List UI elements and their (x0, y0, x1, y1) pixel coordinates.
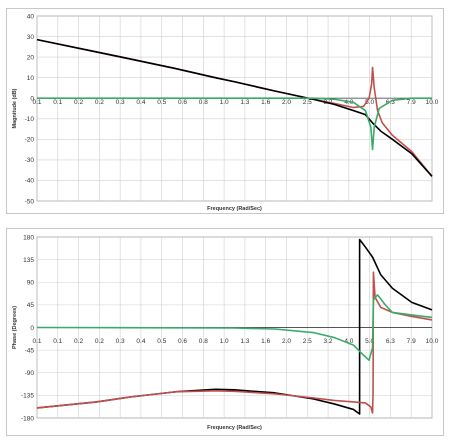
y-tick-label: -180 (21, 415, 34, 422)
y-tick-label: -45 (25, 347, 35, 354)
y-tick-label: -20 (25, 137, 35, 144)
x-tick-label: 0.3 (116, 338, 125, 345)
y-tick-label: -135 (21, 393, 34, 400)
x-tick-label: 5.0 (365, 99, 374, 106)
magnitude-chart: 40 30 20 10 0 -10 -20 -30 -40 -50 0.1 0.1 0.2 0.2 0.3 0… (12, 13, 439, 212)
x-tick-label: 0.1 (53, 338, 62, 345)
x-tick-label: 1.6 (261, 338, 270, 345)
x-tick-label: 0.5 (157, 99, 166, 106)
x-tick-label: 0.4 (136, 338, 145, 345)
x-tick-label: 0.2 (74, 338, 83, 345)
x-tick-label: 4.0 (344, 99, 353, 106)
x-tick-label: 3.2 (324, 338, 333, 345)
x-tick-label: 2.5 (303, 99, 312, 106)
x-tick-label: 2.0 (282, 99, 291, 106)
magnitude-plot-panel: 40 30 20 10 0 -10 -20 -30 -40 -50 0.1 0.1 0.2 0.2 0.3 0… (6, 8, 444, 214)
x-tick-label: 5.0 (365, 338, 374, 345)
y-tick-label: 0 (30, 325, 34, 332)
x-tick-label: 0.2 (95, 99, 104, 106)
y-tick-label: 40 (27, 13, 35, 20)
x-tick-label: 0.6 (178, 338, 187, 345)
y-tick-label: 0 (30, 96, 34, 103)
x-tick-label: 0.1 (32, 338, 41, 345)
y-tick-label: -50 (25, 198, 35, 205)
x-tick-label: 0.6 (178, 99, 187, 106)
x-tick-label: 10.0 (426, 99, 439, 106)
y-tick-label: 135 (23, 257, 34, 264)
series-line-2 (36, 38, 433, 177)
series-line-3 (36, 294, 433, 361)
phase-chart: 180 135 90 45 0 -45 -90 -135 -180 0.1 0.1 0.2 0.2 0.3… (12, 234, 439, 431)
x-tick-label: 10.0 (426, 338, 439, 345)
x-tick-label: 0.1 (53, 99, 62, 106)
x-tick-label: 6.3 (386, 338, 395, 345)
x-tick-label: 1.3 (240, 99, 249, 106)
series-line-1 (36, 38, 433, 177)
x-tick-label: 0.4 (136, 99, 145, 106)
x-tick-label: 7.9 (407, 99, 416, 106)
x-tick-label: 1.0 (220, 338, 229, 345)
x-tick-label: 1.6 (261, 99, 270, 106)
y-tick-label: 20 (27, 54, 35, 61)
y-tick-label: 180 (23, 234, 34, 241)
x-tick-label: 0.8 (199, 338, 208, 345)
y-axis-title: Phase (Degrees) (12, 306, 18, 349)
x-tick-label: 2.5 (303, 338, 312, 345)
x-tick-label: 4.0 (344, 338, 353, 345)
x-tick-label: 0.3 (116, 99, 125, 106)
x-tick-label: 0.2 (95, 338, 104, 345)
y-tick-label: -30 (25, 157, 35, 164)
x-tick-label: 7.9 (407, 338, 416, 345)
x-tick-label: 1.3 (240, 338, 249, 345)
y-tick-label: 30 (27, 34, 35, 41)
x-tick-label: 0.2 (74, 99, 83, 106)
x-tick-label: 6.3 (386, 99, 395, 106)
x-tick-label: 0.1 (32, 99, 41, 106)
y-tick-label: -40 (25, 178, 35, 185)
plot-area (36, 15, 433, 202)
phase-plot-panel: 180 135 90 45 0 -45 -90 -135 -180 0.1 0.1 0.2 0.2 0.3… (6, 228, 444, 436)
y-tick-label: 10 (27, 75, 35, 82)
x-axis-title: Frequency (Rad/Sec) (207, 206, 262, 212)
x-tick-label: 0.8 (199, 99, 208, 106)
y-tick-label: -10 (25, 116, 35, 123)
series-line-2 (36, 271, 433, 414)
y-tick-label: 45 (27, 302, 35, 309)
x-tick-label: 1.0 (220, 99, 229, 106)
series-line-3 (37, 97, 432, 151)
y-tick-label: -90 (25, 370, 35, 377)
x-tick-label: 2.0 (282, 338, 291, 345)
x-axis-title: Frequency (Rad/Sec) (207, 425, 262, 431)
y-tick-label: 90 (27, 280, 35, 287)
x-tick-label: 0.5 (157, 338, 166, 345)
y-axis-title: Magnitude (dB) (12, 88, 18, 128)
